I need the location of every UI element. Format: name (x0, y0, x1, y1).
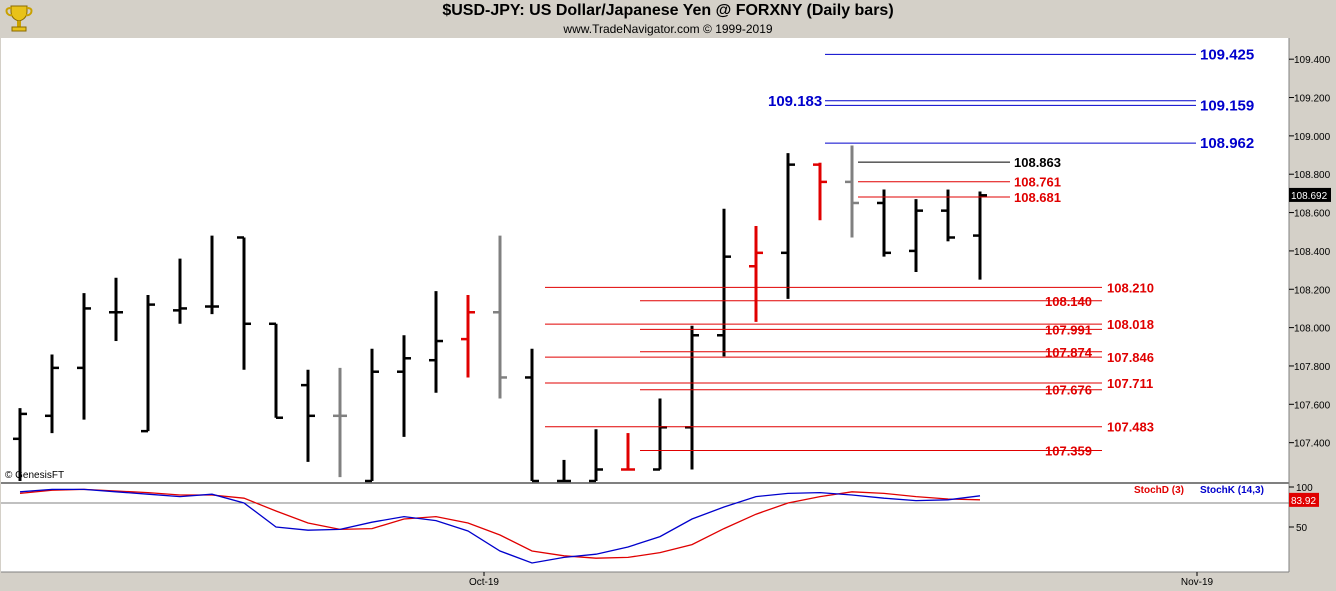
stoch-series-line (19, 488, 981, 564)
stoch-y-tick-label: 100 (1296, 483, 1313, 494)
trophy-logo-icon (5, 5, 33, 32)
y-axis-tick-label: 109.400 (1294, 55, 1331, 66)
indicator-panel (1, 484, 1289, 572)
stoch-y-tick-label: 50 (1296, 523, 1308, 534)
y-axis-tick-label: 108.800 (1294, 170, 1331, 181)
y-axis-tick-label: 108.600 (1294, 209, 1331, 220)
stoch-series-line (19, 488, 981, 559)
price-panel (1, 38, 1289, 482)
y-axis-tick-label: 109.200 (1294, 94, 1331, 105)
level-label: 109.159 (1200, 97, 1254, 114)
level-label: 107.991 (1045, 322, 1092, 337)
chart-header: $USD-JPY: US Dollar/Japanese Yen @ FORXN… (0, 0, 1336, 38)
level-label: 108.210 (1107, 280, 1154, 295)
y-axis-tick-label: 107.600 (1294, 400, 1331, 411)
level-label: 108.761 (1014, 175, 1061, 190)
level-label: 108.962 (1200, 135, 1254, 152)
y-axis-tick-label: 108.400 (1294, 247, 1331, 258)
level-label: 107.483 (1107, 420, 1154, 435)
level-label: 107.676 (1045, 383, 1092, 398)
level-label: 109.425 (1200, 46, 1254, 63)
stoch-legend-entry: StochD (3) (1134, 485, 1184, 496)
level-label: 107.874 (1045, 345, 1093, 360)
stoch-legend-entry: StochK (14,3) (1200, 485, 1264, 496)
stoch-last-label: 83.92 (1291, 496, 1316, 507)
y-axis-tick-label: 108.000 (1294, 324, 1331, 335)
x-axis-tick-label: Oct-19 (469, 577, 499, 588)
watermark: © GenesisFT (5, 470, 64, 481)
level-label: 108.681 (1014, 190, 1061, 205)
y-axis-tick-label: 107.800 (1294, 362, 1331, 373)
stoch-last-tag (1289, 492, 1319, 507)
level-label: 108.018 (1107, 317, 1154, 332)
level-label: 107.359 (1045, 444, 1092, 459)
y-axis-tick-label: 108.200 (1294, 285, 1331, 296)
level-label: 107.711 (1107, 376, 1153, 391)
x-axis-tick-label: Nov-19 (1181, 577, 1214, 588)
level-label: 108.863 (1014, 155, 1061, 170)
level-label: 108.140 (1045, 294, 1092, 309)
last-price-label: 108.692 (1291, 191, 1328, 202)
last-price-tag (1289, 187, 1331, 202)
y-axis-tick-label: 107.400 (1294, 439, 1331, 450)
chart-title: $USD-JPY: US Dollar/Japanese Yen @ FORXN… (442, 2, 894, 19)
y-axis-tick-label: 109.000 (1294, 132, 1331, 143)
level-label: 107.846 (1107, 350, 1154, 365)
chart-subtitle: www.TradeNavigator.com © 1999-2019 (563, 22, 773, 36)
level-label: 109.183 (768, 93, 822, 110)
